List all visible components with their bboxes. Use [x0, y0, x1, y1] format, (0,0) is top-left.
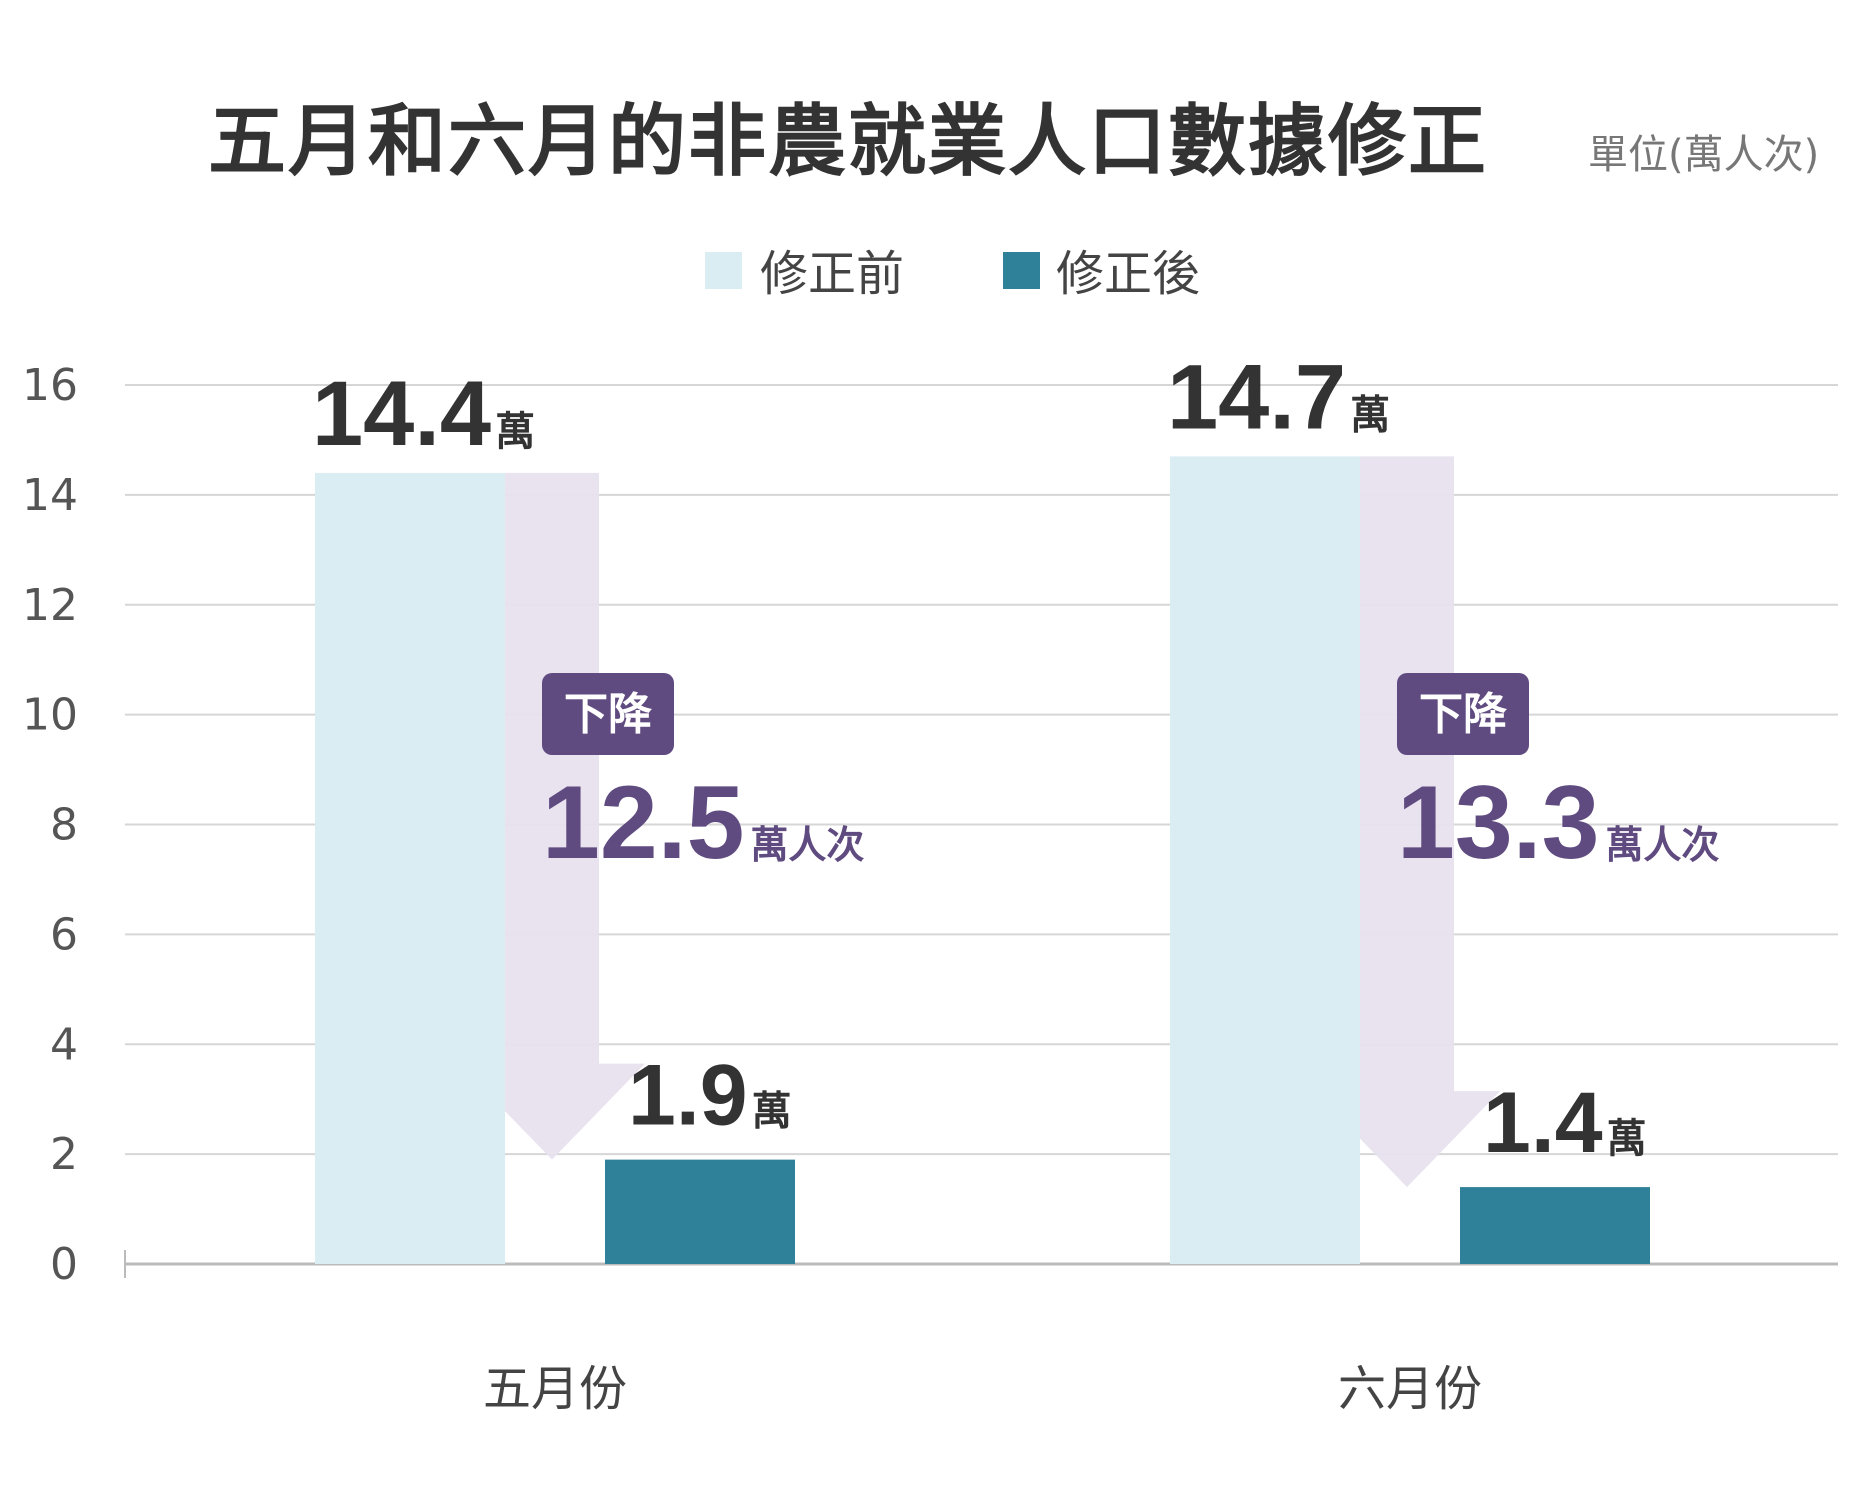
chart-title: 五月和六月的非農就業人口數據修正 [208, 97, 1488, 187]
bar-value-number: 1.9 [628, 1048, 748, 1144]
legend-label-before: 修正前 [760, 246, 904, 302]
drop-value-unit: 萬人次 [750, 823, 864, 867]
drop-badge [1397, 673, 1529, 755]
drop-arrow [1314, 456, 1500, 1188]
bar-after [1460, 1187, 1650, 1264]
drop-value-number: 12.5 [542, 765, 744, 881]
bar-value-label: 1.9 萬 [628, 1048, 792, 1144]
y-tick-label: 12 [22, 580, 78, 631]
bar-value-label: 1.4 萬 [1483, 1075, 1647, 1171]
bar-value-unit: 萬 [752, 1089, 792, 1135]
bar-value-label: 14.7 萬 [1167, 346, 1390, 448]
drop-value-label: 12.5 萬人次 [542, 765, 864, 881]
bars [315, 456, 1650, 1264]
y-tick-label: 8 [50, 800, 78, 851]
drop-value-label: 13.3 萬人次 [1397, 765, 1719, 881]
bar-value-unit: 萬 [495, 409, 535, 455]
y-axis: 0 2 4 6 8 10 12 14 16 [22, 360, 126, 1290]
drop-badge-label: 下降 [1419, 689, 1507, 740]
y-tick-label: 16 [22, 360, 78, 411]
y-tick-label: 6 [50, 909, 78, 960]
bar-value-number: 14.4 [312, 363, 491, 465]
drop-value-unit: 萬人次 [1605, 823, 1719, 867]
bar-value-label: 14.4 萬 [312, 363, 535, 465]
y-tick-label: 2 [50, 1129, 78, 1180]
y-tick-label: 14 [22, 470, 78, 521]
x-tick-label: 六月份 [1338, 1361, 1482, 1417]
x-axis: 五月份 六月份 [483, 1361, 1482, 1417]
y-tick-label: 0 [50, 1239, 78, 1290]
bar-before [315, 472, 505, 1264]
legend: 修正前 修正後 [705, 246, 1200, 302]
drop-badge [542, 673, 674, 755]
bar-before [1170, 456, 1360, 1264]
drop-value-number: 13.3 [1397, 765, 1599, 881]
bar-value-unit: 萬 [1350, 392, 1390, 438]
y-tick-label: 10 [22, 690, 78, 741]
unit-label: 單位(萬人次) [1588, 132, 1819, 178]
bar-value-number: 1.4 [1483, 1075, 1603, 1171]
legend-swatch-after [1003, 252, 1040, 289]
drop-arrows [459, 456, 1500, 1188]
bar-value-unit: 萬 [1607, 1116, 1647, 1162]
y-tick-label: 4 [50, 1019, 78, 1070]
legend-label-after: 修正後 [1056, 246, 1200, 302]
x-tick-label: 五月份 [483, 1361, 627, 1417]
bar-value-number: 14.7 [1167, 346, 1346, 448]
bar-after [605, 1159, 795, 1264]
drop-badge-label: 下降 [564, 689, 652, 740]
drop-arrow [459, 472, 645, 1160]
legend-swatch-before [705, 252, 742, 289]
